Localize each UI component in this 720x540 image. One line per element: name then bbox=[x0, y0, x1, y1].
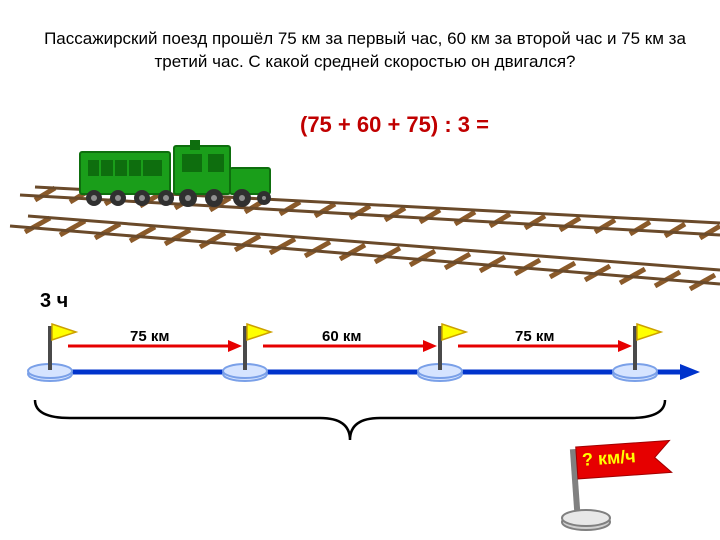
train-icon bbox=[80, 140, 271, 207]
marker-flag-3 bbox=[418, 324, 466, 381]
train-illustration bbox=[0, 140, 720, 290]
problem-text: Пассажирский поезд прошёл 75 км за первы… bbox=[40, 28, 690, 74]
segment-label-1: 75 км bbox=[130, 328, 169, 345]
time-label: 3 ч bbox=[40, 290, 68, 313]
speed-flag bbox=[560, 438, 700, 528]
marker-flag-1 bbox=[28, 324, 76, 381]
segment-label-3: 75 км bbox=[515, 328, 554, 345]
number-line: 75 км 60 км 75 км bbox=[20, 320, 700, 400]
canvas: Пассажирский поезд прошёл 75 км за первы… bbox=[0, 0, 720, 540]
equation-text: (75 + 60 + 75) : 3 = bbox=[300, 112, 489, 138]
marker-flag-2 bbox=[223, 324, 271, 381]
segment-label-2: 60 км bbox=[322, 328, 361, 345]
marker-flag-4 bbox=[613, 324, 661, 381]
